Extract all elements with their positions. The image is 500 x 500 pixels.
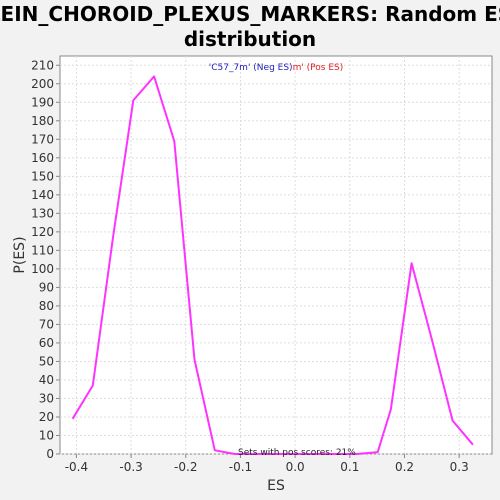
x-axis: -0.4 -0.3 -0.2 -0.1 0.0 0.1 0.2 0.3 — [65, 454, 469, 474]
y-tick-label: 30 — [39, 391, 54, 405]
y-tick-label: 210 — [31, 58, 54, 72]
pos-scores-annotation: Sets with pos scores: 21% — [238, 448, 356, 458]
y-tick-label: 160 — [31, 151, 54, 165]
plot-area — [59, 55, 493, 455]
y-tick-label: 40 — [39, 373, 54, 387]
y-tick-label: 70 — [39, 317, 54, 331]
y-tick-label: 80 — [39, 299, 54, 313]
y-tick-label: 60 — [39, 336, 54, 350]
y-tick-label: 190 — [31, 95, 54, 109]
x-tick-label: 0.1 — [340, 460, 359, 474]
legend: 'C57_7m' (Neg ES)m' (Pos ES) — [209, 63, 344, 73]
y-tick-label: 20 — [39, 410, 54, 424]
series-line — [71, 75, 474, 455]
y-tick-label: 200 — [31, 77, 54, 91]
y-tick-label: 90 — [39, 280, 54, 294]
y-tick-label: 170 — [31, 132, 54, 146]
y-tick-label: 100 — [31, 262, 54, 276]
x-axis-title: ES — [267, 478, 285, 494]
legend-neg-label: 'C57_7m' (Neg ES) — [209, 63, 293, 73]
y-tick-label: 110 — [31, 243, 54, 257]
y-tick-label: 150 — [31, 169, 54, 183]
y-tick-label: 0 — [46, 447, 54, 461]
grid-layer — [60, 56, 492, 455]
x-tick-label: -0.2 — [174, 460, 197, 474]
chart-title: LEIN_CHOROID_PLEXUS_MARKERS: Random ES d… — [0, 2, 500, 52]
y-tick-label: 130 — [31, 206, 54, 220]
y-tick-label: 120 — [31, 225, 54, 239]
x-tick-label: -0.1 — [229, 460, 252, 474]
x-tick-label: 0.0 — [286, 460, 305, 474]
legend-pos-label: m' (Pos ES) — [293, 63, 344, 73]
y-tick-label: 180 — [31, 114, 54, 128]
chart-title-line-1: LEIN_CHOROID_PLEXUS_MARKERS: Random ES — [0, 2, 500, 26]
series-layer — [71, 75, 474, 455]
x-tick-label: -0.3 — [119, 460, 142, 474]
y-axis: 0 10 20 30 40 50 60 70 80 90 100 110 120 130 140 150 160… — [31, 58, 60, 461]
y-tick-label: 140 — [31, 188, 54, 202]
x-tick-label: -0.4 — [65, 460, 88, 474]
y-tick-label: 50 — [39, 354, 54, 368]
x-tick-label: 0.2 — [395, 460, 414, 474]
y-tick-label: 10 — [39, 428, 54, 442]
x-tick-label: 0.3 — [450, 460, 469, 474]
chart-title-line-2: distribution — [183, 27, 317, 51]
y-axis-title: P(ES) — [12, 236, 28, 273]
